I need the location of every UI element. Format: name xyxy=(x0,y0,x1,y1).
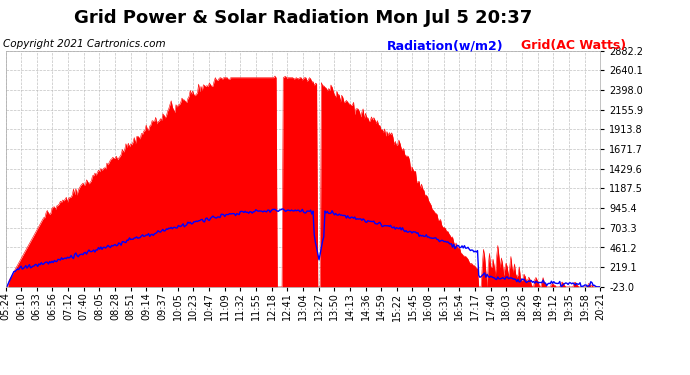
Text: Grid(AC Watts): Grid(AC Watts) xyxy=(521,39,626,53)
Text: Radiation(w/m2): Radiation(w/m2) xyxy=(386,39,503,53)
Text: Copyright 2021 Cartronics.com: Copyright 2021 Cartronics.com xyxy=(3,39,166,50)
Text: Grid Power & Solar Radiation Mon Jul 5 20:37: Grid Power & Solar Radiation Mon Jul 5 2… xyxy=(75,9,533,27)
